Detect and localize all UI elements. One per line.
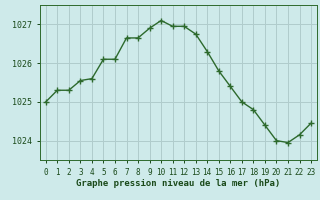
X-axis label: Graphe pression niveau de la mer (hPa): Graphe pression niveau de la mer (hPa) (76, 179, 281, 188)
